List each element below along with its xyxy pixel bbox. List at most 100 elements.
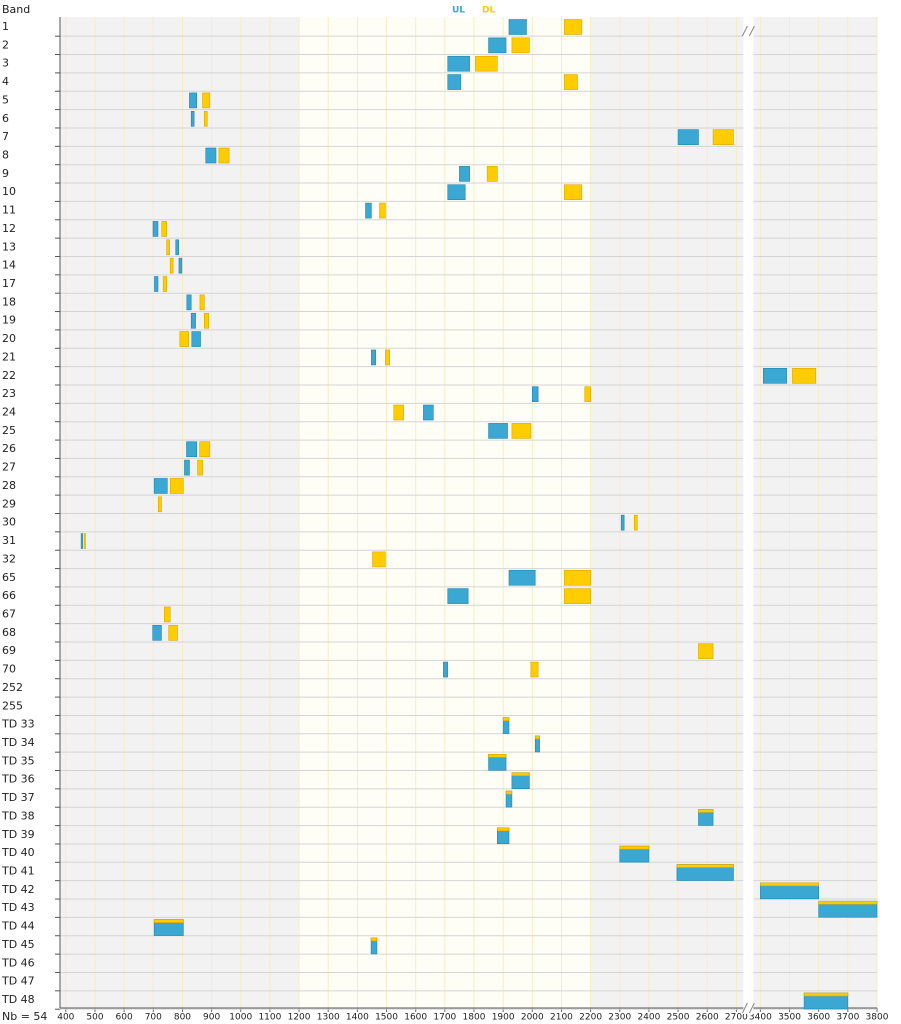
x-tick-label: 3400	[749, 1013, 772, 1023]
y-tick-label: TD 45	[1, 938, 35, 951]
x-tick-label: 700	[145, 1013, 162, 1023]
y-tick-label: 31	[2, 534, 16, 547]
ul-bar	[443, 661, 449, 678]
shaded-range	[60, 17, 300, 1008]
dl-bar	[698, 643, 714, 659]
y-tick-label: TD 38	[1, 809, 35, 822]
dl-bar	[204, 110, 208, 127]
x-tick-label: 2300	[608, 1013, 631, 1023]
x-tick-label: 1500	[375, 1013, 398, 1023]
x-tick-label: 3500	[778, 1013, 801, 1023]
dl-bar	[393, 404, 405, 421]
y-tick-label: 27	[2, 461, 16, 474]
y-tick-label: 24	[2, 406, 16, 419]
dl-bar	[818, 900, 878, 905]
break-mark	[741, 25, 748, 37]
y-tick-label: TD 41	[1, 864, 35, 877]
dl-bar	[534, 735, 540, 740]
ul-bar	[508, 569, 536, 586]
y-tick-label: 26	[2, 442, 16, 455]
y-tick-label: 1	[2, 20, 9, 33]
y-tick-label: 4	[2, 75, 9, 88]
y-tick-label: TD 40	[1, 846, 35, 859]
y-tick-label: 13	[2, 240, 16, 253]
footer: Nb = 54	[2, 1010, 47, 1023]
dl-bar	[385, 349, 391, 366]
ul-bar	[190, 312, 196, 329]
x-tick-label: 1700	[433, 1013, 456, 1023]
y-tick-label: 22	[2, 369, 16, 382]
ul-bar	[447, 588, 469, 604]
ul-bar	[153, 478, 168, 494]
ul-bar	[205, 147, 217, 164]
dl-bar	[372, 551, 386, 568]
y-tick-label: 68	[2, 626, 16, 639]
dl-bar	[564, 588, 591, 604]
y-tick-label: 14	[2, 259, 16, 272]
dl-bar	[564, 184, 583, 201]
ul-bar	[152, 221, 159, 237]
y-tick-label: 19	[2, 314, 16, 327]
dl-bar	[511, 423, 532, 439]
dl-bar	[166, 239, 170, 256]
y-tick-label: 12	[2, 222, 16, 235]
y-tick-label: 5	[2, 93, 9, 106]
x-tick-label: 1800	[463, 1013, 486, 1023]
ul-bar	[532, 386, 539, 402]
y-tick-label: TD 37	[1, 791, 35, 804]
y-tick-label: 25	[2, 424, 16, 437]
break-mark	[748, 25, 755, 37]
dl-bar	[199, 294, 205, 311]
legend-entry: UL	[452, 6, 465, 16]
x-tick-label: 2200	[579, 1013, 602, 1023]
y-tick-label: 20	[2, 332, 16, 345]
dl-bar	[162, 276, 168, 292]
dl-bar	[584, 386, 591, 402]
dl-bar	[486, 166, 498, 182]
y-tick-label: TD 35	[1, 754, 35, 767]
dl-bar	[530, 661, 539, 678]
dl-bar	[202, 92, 211, 109]
x-tick-label: 500	[86, 1013, 103, 1023]
axis-break	[743, 17, 754, 1014]
dl-bar	[168, 625, 178, 641]
ul-bar	[175, 239, 179, 256]
dl-bar	[803, 992, 849, 997]
x-tick-label: 2600	[696, 1013, 719, 1023]
y-tick-label: 66	[2, 589, 16, 602]
ul-bar	[447, 74, 462, 90]
ul-bar	[447, 184, 466, 201]
dl-bar	[564, 19, 583, 35]
x-tick-label: 1900	[492, 1013, 515, 1023]
y-tick-label: 70	[2, 663, 16, 676]
y-tick-label: 2	[2, 38, 9, 51]
dl-bar	[511, 772, 530, 776]
legend-entry: DL	[482, 6, 495, 16]
y-tick-label: TD 48	[1, 993, 35, 1006]
y-tick-label: TD 46	[1, 956, 35, 969]
x-tick-label: 3600	[807, 1013, 830, 1023]
dl-bar	[619, 845, 650, 850]
ul-bar	[459, 166, 470, 182]
dl-bar	[505, 790, 513, 795]
x-tick-label: 1600	[404, 1013, 427, 1023]
y-tick-label: 3	[2, 57, 9, 70]
ul-bar	[488, 423, 508, 439]
dl-bar	[564, 74, 578, 90]
dl-bar	[475, 55, 498, 72]
dl-bar	[712, 129, 734, 145]
dl-bar	[792, 368, 817, 384]
y-tick-label: 10	[2, 185, 16, 198]
dl-bar	[218, 147, 230, 164]
ul-bar	[508, 19, 527, 35]
dl-bar	[497, 827, 510, 832]
y-tick-label: 69	[2, 644, 16, 657]
dl-bar	[83, 533, 86, 549]
x-tick-label: 1400	[346, 1013, 369, 1023]
y-tick-label: TD 43	[1, 901, 35, 914]
break-mark	[741, 1002, 748, 1014]
x-tick-label: 2400	[637, 1013, 660, 1023]
y-tick-label: TD 33	[1, 718, 35, 731]
dl-bar	[169, 478, 184, 494]
y-tick-label: 17	[2, 277, 16, 290]
